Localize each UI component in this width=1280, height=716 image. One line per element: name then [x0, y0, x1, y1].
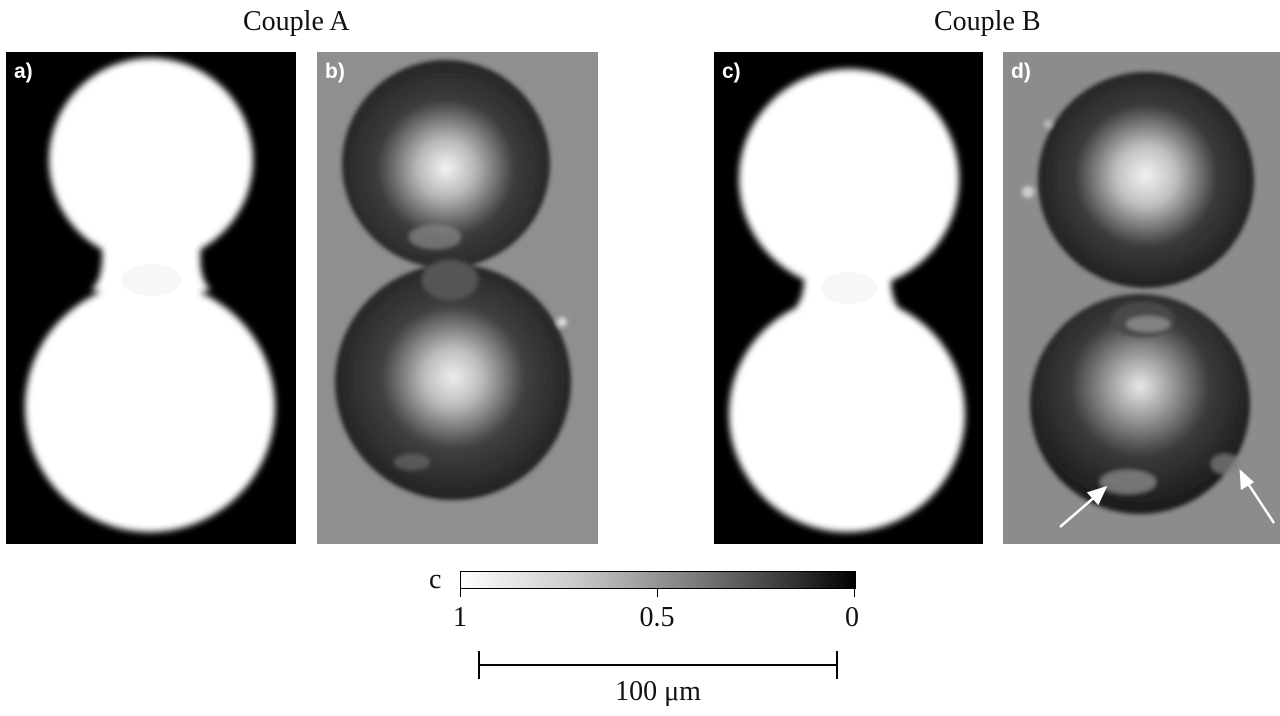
scale-bar	[479, 664, 837, 666]
panel-a-upper-particle	[49, 58, 253, 262]
panel-c-upper-particle	[739, 69, 959, 289]
scale-bar-cap	[836, 651, 838, 679]
panel-b-upper-sphere	[342, 60, 550, 268]
colorbar-symbol: c	[429, 564, 442, 595]
panel-a-label: a)	[14, 60, 33, 83]
panel-c-particles	[729, 69, 965, 532]
colorbar-tick-label: 0.5	[639, 602, 675, 633]
couple-a-title: Couple A	[243, 6, 350, 37]
couple-b-title: Couple B	[934, 6, 1041, 37]
panel-d-arrow-right	[1245, 481, 1276, 524]
panel-b-micrograph: b)	[317, 52, 598, 544]
colorbar-tick-label: 0	[845, 602, 859, 633]
panel-d-lower-sphere	[1030, 294, 1250, 514]
panel-d-micrograph: d)	[1003, 52, 1280, 544]
panel-a-particles	[25, 58, 275, 532]
scale-bar-cap	[478, 651, 480, 679]
panel-d-upper-sphere	[1038, 72, 1254, 288]
panel-b-label: b)	[325, 60, 345, 83]
panel-b-neck	[422, 260, 478, 300]
panel-d-arrows	[1059, 469, 1276, 528]
panel-d-arrow-left	[1059, 494, 1098, 528]
colorbar-tick	[657, 588, 658, 597]
panel-a-simulation: a)	[6, 52, 296, 544]
panel-a-lower-particle	[25, 282, 275, 532]
panel-c-lower-particle	[729, 296, 965, 532]
colorbar-tick	[854, 588, 855, 597]
colorbar-tick	[460, 588, 461, 597]
colorbar-tick-label: 1	[453, 602, 467, 633]
panel-d-particles	[1022, 72, 1276, 528]
colorbar	[460, 571, 856, 589]
panel-b-lower-sphere	[335, 264, 571, 500]
scale-bar-label: 100 μm	[615, 676, 701, 707]
panel-c-simulation: c)	[714, 52, 983, 544]
panel-b-particles	[335, 60, 571, 500]
panel-d-label: d)	[1011, 60, 1031, 83]
panel-c-label: c)	[722, 60, 741, 83]
